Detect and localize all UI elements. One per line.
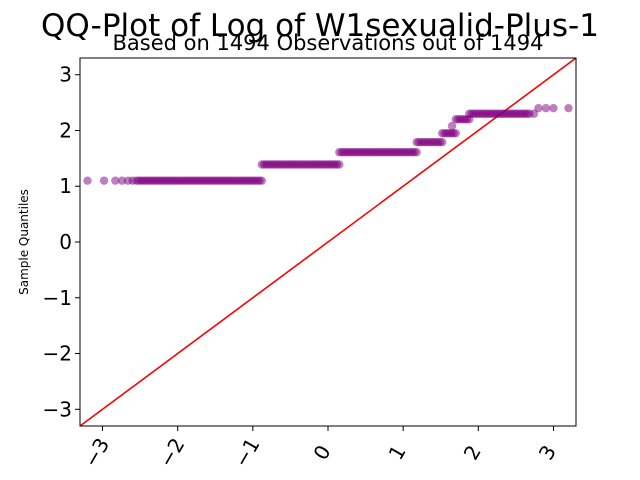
y-tick-label: 1 [59,174,72,198]
data-point [534,103,543,113]
x-tick-label: 3 [534,441,561,464]
x-axis: −3 −2 −1 0 1 2 3 [79,426,561,471]
chart-subtitle: Based on 1494 Observations out of 1494 [112,31,543,55]
data-point [111,176,120,185]
y-tick-label: 2 [59,118,72,142]
data-point [451,129,460,138]
plot-area [80,58,576,426]
y-tick-label: −1 [43,286,72,310]
reference-line [80,58,576,426]
data-point [447,121,457,131]
data-point [564,103,573,113]
x-tick-label: 1 [384,441,411,464]
x-tick-label: 2 [459,441,486,464]
y-tick-label: −3 [43,397,72,421]
y-tick-label: −2 [43,342,72,366]
y-axis-label: Sample Quantiles [17,189,31,295]
data-point [335,160,344,169]
x-tick-label: 0 [308,441,335,464]
y-axis: −3 −2 −1 0 1 2 3 [43,63,80,421]
data-point [541,103,551,113]
y-tick-label: 3 [59,63,72,87]
data-point [128,176,137,185]
data-point [438,137,447,147]
chart-title: QQ-Plot of Log of W1sexualid-Plus-1 [41,8,599,44]
x-tick-label: −2 [154,434,190,472]
data-point [83,176,92,185]
data-point [412,148,421,157]
data-point [549,103,558,113]
x-tick-label: −1 [229,434,265,472]
data-point [117,176,127,185]
x-tick-label: −3 [79,434,115,472]
data-point [529,109,539,118]
data-point [99,176,109,185]
data-point [257,176,267,185]
y-tick-label: 0 [59,230,72,254]
